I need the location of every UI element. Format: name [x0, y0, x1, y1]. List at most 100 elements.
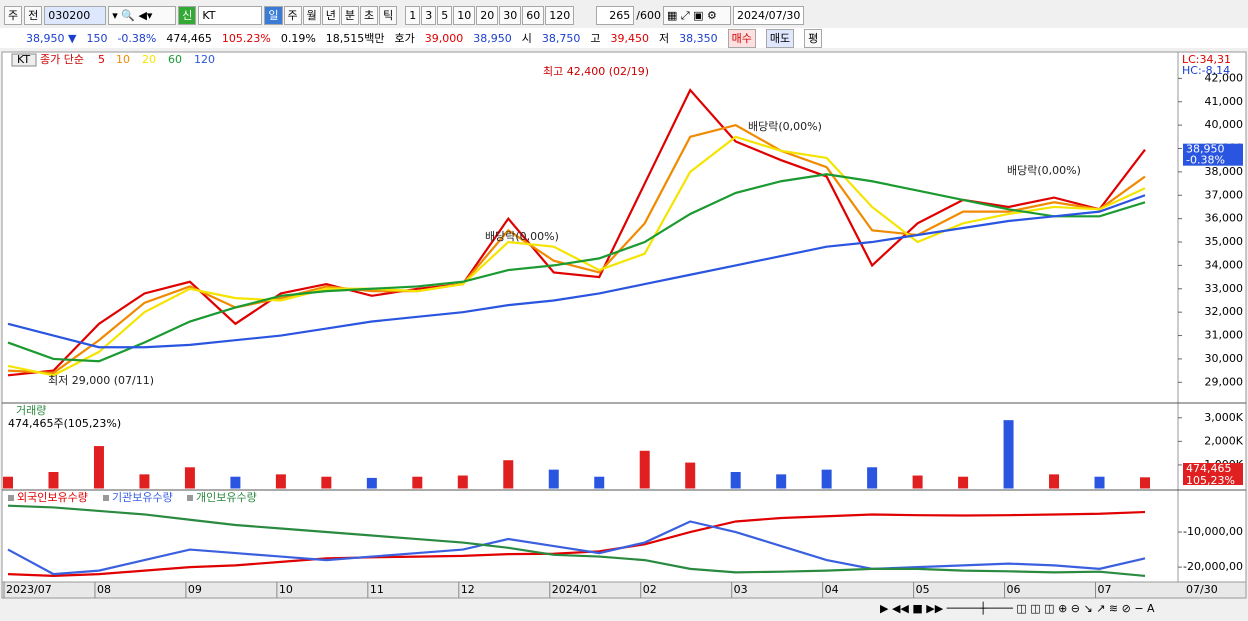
y-tick-label: 41,000	[1205, 95, 1244, 108]
x-tick-label: 09	[188, 583, 202, 596]
period-button[interactable]: 년	[321, 5, 340, 25]
prev[interactable]: 전	[24, 5, 43, 25]
y-tick-label: 36,000	[1205, 212, 1244, 225]
y-tick-label: 35,000	[1205, 235, 1244, 248]
period-button[interactable]: 일	[264, 5, 283, 25]
plot-area	[1, 51, 1179, 583]
turnover: 0.19%	[280, 31, 316, 45]
label-box	[11, 53, 37, 67]
series-line	[7, 504, 1146, 577]
x-tick-label: 11	[370, 583, 384, 596]
period-button[interactable]: 틱	[379, 5, 398, 25]
x-tick-label: 10	[279, 583, 293, 596]
volume-bar	[730, 472, 741, 489]
volume-bar	[1003, 420, 1014, 489]
volume-bar	[275, 474, 286, 489]
y-tick-label: 34,000	[1205, 258, 1244, 271]
amount: 18,515백만	[325, 32, 385, 45]
count[interactable]: 265	[596, 5, 635, 25]
date[interactable]: 2024/07/30	[732, 5, 805, 25]
hc: HC:-8,14	[1182, 64, 1230, 77]
legend-entry: 외국인보유수량	[17, 491, 88, 504]
open-label: 시	[521, 32, 532, 45]
tools[interactable]: ▾ 🔍 ◀▾	[108, 5, 177, 25]
low: 38,350	[679, 31, 718, 45]
last-price: 38,950	[1186, 143, 1225, 156]
period-button[interactable]: 주	[283, 5, 302, 25]
legend-swatch	[8, 495, 14, 501]
series-line	[7, 520, 1146, 576]
legend-entry: 60	[168, 53, 182, 66]
sell-button[interactable]: 매도	[765, 28, 795, 48]
high: 39,450	[610, 31, 650, 45]
x-tick-label: 05	[916, 583, 930, 596]
annotation: 배당락(0,00%)	[748, 120, 822, 133]
y-tick-label: 32,000	[1205, 305, 1244, 318]
span-button[interactable]: 5	[437, 5, 453, 25]
x-tick-label: 2023/07	[6, 583, 52, 596]
volume-bar	[958, 476, 969, 489]
period-button[interactable]: 초	[360, 5, 379, 25]
last-volume-rate: 105,23%	[1186, 474, 1235, 487]
y-tick-label: 3,000K	[1204, 411, 1243, 424]
volume-bar	[912, 475, 923, 489]
y-tick-label: 29,000	[1205, 375, 1244, 388]
x-tick-label: 08	[97, 583, 111, 596]
quote-bar: 38,950 ▼ 150 -0.38% 474,465 105.23% 0.19…	[0, 28, 1248, 48]
axis-area	[1177, 51, 1247, 583]
nav-buttons[interactable]: ▶ ◀◀ ■ ▶▶ ─────┼──── ◫ ◫ ◫ ⊕ ⊖ ↘ ↗ ≋ ⊘ −…	[880, 601, 1155, 615]
volume-bar	[685, 462, 696, 489]
end-label: 07/30	[1186, 583, 1218, 596]
x-tick-label: 04	[825, 583, 839, 596]
volume-bar	[3, 476, 13, 489]
market[interactable]: 주	[4, 5, 23, 25]
volume-bar	[776, 474, 787, 489]
volume-subtitle: 474,465주(105,23%)	[8, 417, 121, 430]
volume-bar	[321, 476, 332, 489]
annotation: 배당락(0,00%)	[485, 230, 559, 243]
legend-entry: 개인보유수량	[196, 491, 257, 504]
volume-bar	[548, 469, 559, 489]
icons[interactable]: ▦ ⤢ ▣ ⚙	[662, 5, 731, 25]
y-tick-label: 33,000	[1205, 282, 1244, 295]
price: 38,950 ▼	[26, 31, 77, 45]
lc: LC:34,31	[1182, 53, 1231, 66]
span-button[interactable]: 20	[476, 5, 499, 25]
x-tick-label: 06	[1007, 583, 1021, 596]
span-button[interactable]: 30	[499, 5, 522, 25]
low-label: 저	[659, 32, 670, 45]
stock-name[interactable]: KT	[198, 5, 263, 25]
rate: -0.38%	[117, 31, 157, 45]
y-tick-label: 2,000K	[1204, 434, 1243, 447]
span-button[interactable]: 3	[421, 5, 437, 25]
buy-button[interactable]: 매수	[727, 28, 756, 48]
span-button[interactable]: 10	[453, 5, 476, 25]
last-volume: 474,465	[1186, 462, 1232, 475]
span-button[interactable]: 120	[545, 5, 575, 25]
y-tick-label: 42,000	[1205, 71, 1244, 84]
max: /600	[636, 8, 661, 22]
series-line	[7, 135, 1146, 377]
span-button[interactable]: 60	[522, 5, 545, 25]
annotation: 최저 29,000 (07/11)	[48, 374, 154, 387]
volume-bar	[48, 472, 59, 489]
stock-label: KT	[17, 53, 30, 66]
high-label: 고	[590, 32, 601, 45]
x-tick-label: 2024/01	[552, 583, 598, 596]
volume-bar	[457, 475, 468, 489]
volume-bar	[412, 476, 423, 489]
y-tick-label: 31,000	[1205, 329, 1244, 342]
period-button[interactable]: 분	[340, 5, 359, 25]
legend-entry: 기관보유수량	[112, 491, 173, 504]
bid: 38,950	[473, 31, 512, 45]
span-button[interactable]: 1	[405, 5, 421, 25]
legend-swatch	[187, 495, 193, 501]
legend-entry: 5	[98, 53, 105, 66]
last-volume-box	[1183, 463, 1243, 485]
code-input[interactable]: 030200	[44, 5, 107, 25]
y-tick-label: 37,000	[1205, 188, 1244, 201]
chart: ▶ ◀◀ ■ ▶▶ ─────┼──── ◫ ◫ ◫ ⊕ ⊖ ↘ ↗ ≋ ⊘ −…	[1, 51, 1247, 619]
avg-button[interactable]: 평	[804, 28, 823, 48]
period-button[interactable]: 월	[302, 5, 321, 25]
